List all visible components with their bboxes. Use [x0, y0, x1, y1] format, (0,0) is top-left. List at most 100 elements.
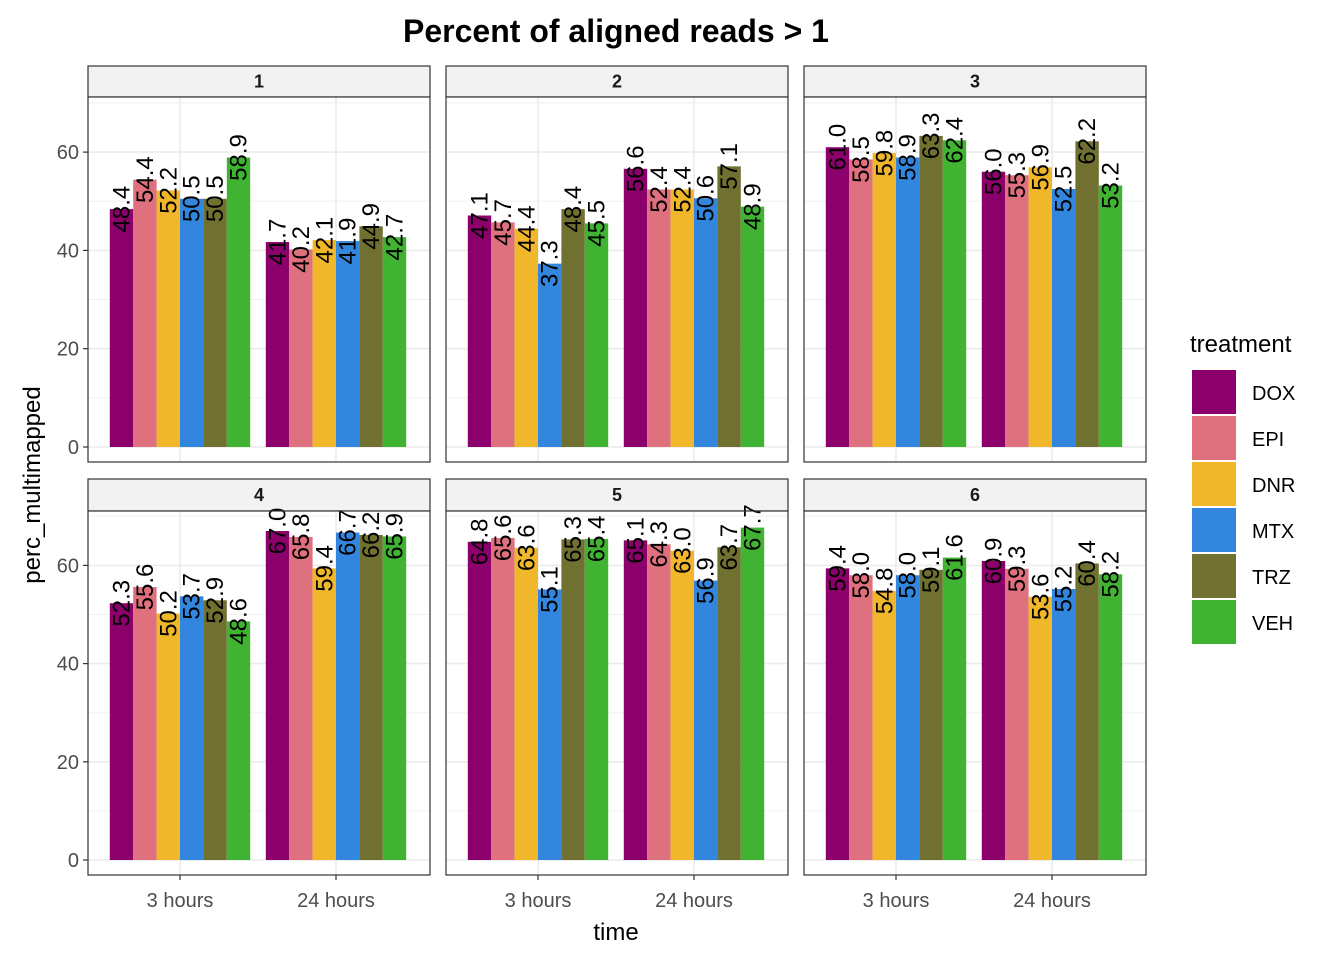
bar-dnr	[872, 590, 896, 860]
facet-panel-2: 247.145.744.437.348.445.556.652.452.450.…	[445, 65, 789, 463]
y-tick-label: 40	[57, 654, 79, 676]
bar-epi	[1005, 175, 1029, 447]
bar-value-label: 52.9	[202, 577, 229, 624]
bar-dox	[981, 560, 1006, 860]
bar-value-label: 58.9	[226, 134, 253, 181]
bar-dnr	[872, 153, 896, 447]
facet-strip-label: 3	[970, 72, 980, 92]
bar-value-label: 56.0	[981, 148, 1008, 195]
bar-value-label: 54.4	[132, 156, 159, 203]
bar-value-label: 60.9	[981, 538, 1008, 585]
bar-value-label: 62.2	[1074, 118, 1101, 165]
bar-mtx	[538, 263, 562, 447]
bar-dnr	[514, 547, 538, 860]
panel-border	[803, 510, 1147, 876]
bar-value-label: 61.0	[825, 124, 852, 171]
bar-value-label: 45.7	[490, 199, 517, 246]
bar-value-label: 63.3	[918, 113, 945, 160]
bar-value-label: 65.9	[382, 513, 409, 560]
bar-dox	[467, 541, 492, 860]
bar-value-label: 52.4	[669, 166, 696, 213]
bar-value-label: 41.7	[265, 219, 292, 266]
x-tick-label: 24 hours	[297, 890, 375, 912]
bar-value-label: 52.5	[1051, 166, 1078, 213]
x-axis: 3 hours 24 hours 3 hours 24 hours 3 hours 24 …	[147, 875, 1091, 912]
bar-dox	[825, 147, 850, 447]
bar-epi	[647, 189, 671, 447]
bar-trz	[1075, 563, 1099, 860]
panel-border	[803, 96, 1147, 463]
bar-value-label: 52.4	[646, 166, 673, 213]
bar-veh	[382, 237, 407, 447]
bar-dox	[109, 603, 134, 860]
x-tick-label: 24 hours	[655, 890, 733, 912]
bar-value-label: 62.4	[942, 117, 969, 164]
y-tick-label: 0	[68, 437, 79, 459]
bar-mtx	[336, 241, 360, 447]
bar-mtx	[694, 198, 718, 447]
bar-mtx	[538, 589, 562, 860]
legend: treatment DOX EPI DNR MTX TRZ VEH	[1190, 331, 1295, 644]
bar-mtx	[336, 532, 360, 860]
facet-strip-label: 1	[254, 72, 264, 92]
bar-value-label: 44.9	[358, 203, 385, 250]
bar-value-label: 66.2	[358, 512, 385, 559]
bar-dox	[265, 531, 290, 860]
bar-value-label: 55.6	[132, 564, 159, 611]
y-tick-label: 20	[57, 339, 79, 361]
y-tick-label: 0	[68, 850, 79, 872]
bar-epi	[1005, 568, 1029, 860]
bar-value-label: 65.8	[288, 514, 315, 561]
bar-value-label: 59.4	[825, 545, 852, 592]
bar-value-label: 64.3	[646, 521, 673, 568]
bar-epi	[289, 249, 313, 447]
bar-value-label: 44.4	[513, 205, 540, 252]
legend-label-mtx: MTX	[1252, 521, 1294, 543]
bar-value-label: 60.4	[1074, 540, 1101, 587]
legend-label-trz: TRZ	[1252, 567, 1291, 589]
bar-value-label: 41.9	[335, 218, 362, 265]
bar-trz	[203, 198, 227, 447]
bar-mtx	[1052, 188, 1076, 447]
bar-value-label: 56.9	[693, 557, 720, 604]
bar-value-label: 59.8	[871, 130, 898, 177]
facet-strip-label: 4	[254, 485, 264, 505]
x-tick-label: 24 hours	[1013, 890, 1091, 912]
bar-veh	[226, 157, 251, 447]
facet-panel-4: 452.355.650.253.752.948.667.065.859.466.…	[57, 478, 431, 876]
legend-label-dox: DOX	[1252, 383, 1295, 405]
facet-panel-6: 659.458.054.858.059.161.6 60.959.353.655.…	[803, 478, 1147, 876]
bar-value-label: 45.5	[584, 200, 611, 247]
bar-veh	[1098, 574, 1123, 860]
bar-value-label: 52.3	[109, 580, 136, 627]
bar-epi	[849, 575, 873, 860]
bar-veh	[382, 536, 407, 860]
bar-veh	[740, 206, 765, 447]
y-tick-label: 20	[57, 752, 79, 774]
bar-epi	[133, 179, 157, 447]
x-tick-label: 3 hours	[505, 890, 572, 912]
bar-veh	[740, 527, 765, 860]
bar-epi	[491, 537, 515, 860]
bar-value-label: 65.4	[584, 516, 611, 563]
bar-value-label: 58.5	[848, 136, 875, 183]
facet-strip-label: 5	[612, 485, 622, 505]
bar-veh	[942, 557, 967, 860]
bar-veh	[584, 223, 609, 447]
legend-label-dnr: DNR	[1252, 475, 1295, 497]
legend-key-dnr	[1192, 462, 1236, 506]
bar-value-label: 37.3	[537, 240, 564, 287]
bar-dox	[109, 209, 134, 447]
bar-dox	[981, 171, 1006, 447]
bar-veh	[226, 621, 251, 860]
legend-title: treatment	[1190, 331, 1292, 358]
legend-key-trz	[1192, 554, 1236, 598]
bar-value-label: 48.6	[226, 598, 253, 645]
bar-dox	[265, 242, 290, 447]
bar-dnr	[670, 189, 694, 447]
bar-dnr	[670, 550, 694, 860]
facet-strip	[445, 478, 789, 512]
bar-value-label: 55.2	[1051, 566, 1078, 613]
bar-epi	[289, 536, 313, 860]
bar-value-label: 63.7	[716, 524, 743, 571]
